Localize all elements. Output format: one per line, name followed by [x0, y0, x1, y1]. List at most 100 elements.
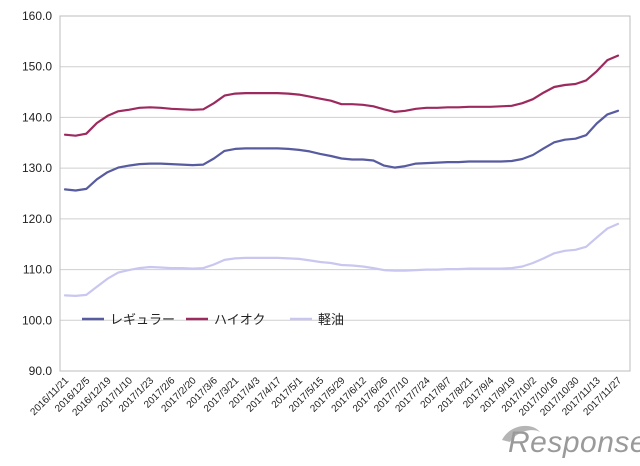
data-point	[532, 262, 534, 264]
data-point	[606, 113, 609, 115]
data-point	[543, 257, 545, 259]
series-layer	[63, 54, 620, 297]
data-point	[213, 263, 215, 266]
data-point	[181, 108, 183, 110]
data-point	[532, 154, 534, 156]
data-point	[585, 79, 587, 81]
data-point	[309, 150, 311, 152]
data-point	[309, 259, 311, 261]
data-point	[213, 102, 215, 104]
data-point	[383, 165, 385, 167]
data-point	[287, 148, 289, 150]
data-point	[181, 164, 183, 166]
data-point	[457, 268, 460, 270]
data-point	[319, 98, 321, 100]
data-point	[287, 257, 289, 259]
data-point	[223, 150, 226, 152]
data-point	[511, 160, 513, 162]
data-point	[96, 286, 98, 288]
data-point	[245, 147, 247, 149]
data-point	[404, 110, 406, 112]
data-point	[298, 94, 300, 96]
data-point	[479, 268, 481, 270]
data-point	[543, 147, 545, 149]
y-tick-label: 120.0	[22, 212, 52, 226]
data-point	[170, 267, 172, 269]
y-tick-label: 110.0	[23, 263, 52, 277]
data-point	[553, 252, 555, 254]
y-tick-label: 150.0	[22, 60, 52, 74]
data-point	[500, 160, 502, 163]
data-point	[202, 267, 204, 269]
data-point	[617, 223, 619, 225]
data-point	[574, 249, 577, 251]
data-point	[64, 294, 66, 296]
data-point	[383, 269, 385, 271]
data-point	[479, 106, 481, 108]
data-point	[447, 268, 449, 270]
data-point	[340, 103, 343, 105]
data-point	[553, 141, 555, 143]
data-point	[596, 122, 598, 125]
legend: レギュラー ハイオク 軽油	[82, 312, 344, 327]
data-point	[223, 95, 226, 97]
data-point	[574, 83, 577, 85]
data-point	[117, 167, 119, 169]
series-1	[63, 109, 620, 192]
data-point	[128, 269, 130, 271]
series-line	[63, 54, 620, 137]
data-point	[617, 110, 619, 112]
data-point	[447, 106, 449, 108]
legend-label: レギュラー	[110, 312, 175, 327]
data-point	[500, 268, 502, 270]
data-point	[277, 257, 279, 259]
legend-label: ハイオク	[214, 312, 265, 327]
y-tick-label: 130.0	[22, 161, 52, 175]
data-point	[372, 105, 374, 107]
data-point	[298, 258, 300, 260]
data-point	[447, 161, 449, 163]
data-point	[117, 110, 119, 112]
data-point	[298, 149, 300, 151]
data-point	[415, 269, 417, 271]
data-point	[287, 93, 289, 95]
data-point	[362, 158, 364, 161]
series-line	[63, 222, 620, 297]
data-point	[362, 265, 364, 268]
data-point	[234, 148, 236, 150]
data-point	[85, 188, 87, 190]
data-point	[426, 269, 428, 271]
data-point	[585, 134, 587, 136]
series-2	[63, 54, 620, 137]
data-point	[489, 268, 491, 270]
data-point	[564, 84, 566, 86]
data-point	[404, 270, 406, 272]
response-watermark: Response.	[502, 425, 640, 459]
data-point	[436, 269, 438, 271]
y-tick-label: 140.0	[22, 110, 52, 124]
x-axis-ticks: 2016/11/212016/12/52016/12/192017/1/1020…	[28, 375, 624, 418]
watermark-text: Response.	[508, 426, 640, 459]
data-point	[138, 267, 140, 269]
data-point	[351, 158, 353, 161]
data-point	[351, 264, 353, 267]
data-point	[96, 122, 98, 124]
data-point	[245, 92, 247, 94]
data-point	[181, 267, 183, 269]
data-point	[319, 261, 321, 263]
data-point	[160, 266, 162, 269]
data-point	[255, 147, 257, 149]
watermark-swoosh-icon	[502, 425, 540, 442]
data-point	[340, 264, 343, 266]
data-point	[96, 178, 98, 180]
data-point	[617, 55, 619, 57]
y-tick-label: 90.0	[29, 364, 53, 378]
data-point	[202, 164, 204, 166]
y-tick-label: 160.0	[22, 9, 52, 23]
series-line	[63, 109, 620, 192]
data-point	[564, 139, 566, 141]
data-point	[351, 103, 353, 105]
series-3	[63, 222, 620, 297]
